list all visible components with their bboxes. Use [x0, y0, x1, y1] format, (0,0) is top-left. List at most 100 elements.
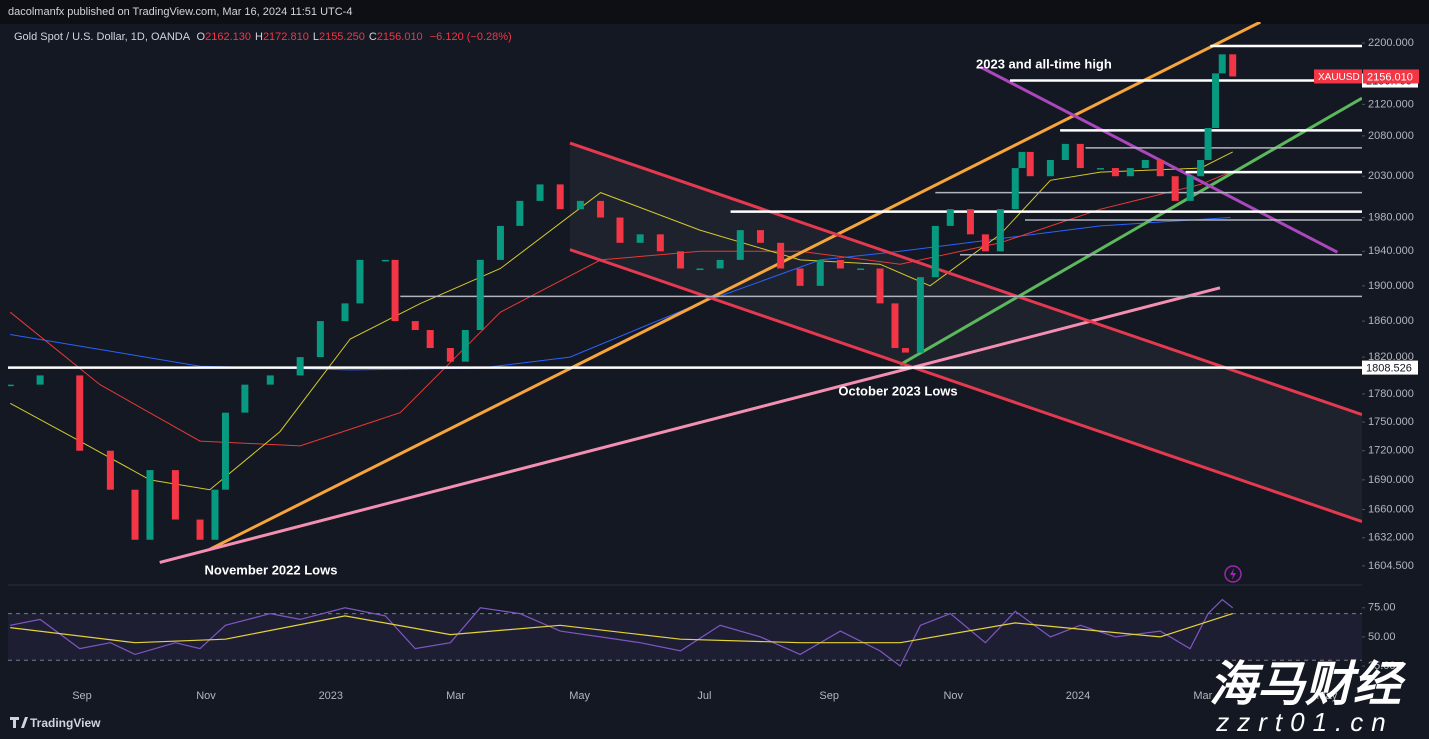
ohlc-label: H — [254, 31, 263, 43]
candle — [1186, 176, 1194, 201]
candle — [616, 217, 624, 243]
publisher: dacolmanfx published on TradingView.com,… — [8, 6, 353, 18]
candle — [356, 259, 364, 304]
candle — [857, 268, 865, 271]
watermark-title: 海马财经 — [1209, 659, 1407, 712]
candle — [891, 303, 899, 349]
ohlc-label: L — [312, 31, 319, 43]
change: −6.120 (−0.28%) — [429, 31, 512, 43]
candle — [131, 489, 139, 540]
candle — [446, 348, 454, 362]
candle — [391, 259, 399, 322]
level-label-box — [1362, 360, 1418, 375]
event-icon-bolt — [1230, 568, 1236, 580]
last-price-label: 2156.010 — [1367, 71, 1413, 83]
ohlc-value: 2156.010 — [376, 31, 423, 43]
x-tick-label: 2024 — [1066, 690, 1090, 702]
candle — [777, 242, 785, 269]
x-tick-label: Nov — [196, 690, 216, 702]
y-tick-label: 1632.000 — [1368, 532, 1414, 544]
candle — [796, 268, 804, 286]
candle — [221, 412, 229, 490]
annotation: October 2023 Lows — [838, 383, 957, 398]
x-tick-label: Sep — [819, 690, 839, 702]
candle — [266, 375, 274, 385]
candle — [996, 209, 1004, 252]
candle — [411, 321, 419, 331]
candle — [1076, 143, 1084, 169]
candle — [916, 277, 924, 353]
trendline — [899, 96, 1362, 366]
trendline — [209, 22, 1262, 551]
ohlc: O2162.130 H2172.810 L2155.250 C2156.010 — [193, 31, 423, 43]
candle — [171, 470, 179, 520]
candle — [1096, 168, 1104, 170]
annotation: 2023 and all-time high — [976, 56, 1112, 71]
ohlc-value: 2172.810 — [262, 31, 309, 43]
y-tick-label: 1690.000 — [1368, 474, 1414, 486]
ohlc-value: 2162.130 — [205, 31, 251, 43]
y-tick-label: 1604.500 — [1368, 560, 1414, 572]
trendline — [979, 65, 1339, 254]
y-tick-label: 1820.000 — [1368, 351, 1414, 363]
rsi-band — [8, 613, 1362, 661]
candle — [1229, 54, 1237, 77]
candle — [756, 230, 764, 243]
candle — [516, 200, 524, 226]
rsi-tick-label: 75.00 — [1368, 602, 1396, 614]
candle — [296, 357, 304, 376]
trendline — [159, 286, 1221, 564]
candle — [1197, 159, 1205, 177]
candle — [106, 450, 114, 490]
y-tick-label: 1940.000 — [1368, 245, 1414, 257]
candle — [146, 470, 154, 540]
candle — [1171, 176, 1179, 201]
symbol-label: XAUUSD — [1318, 72, 1360, 83]
x-tick-label: Sep — [72, 690, 92, 702]
candle — [1111, 168, 1119, 177]
candle — [636, 234, 644, 243]
y-tick-label: 2120.000 — [1368, 98, 1414, 110]
candle — [1141, 159, 1149, 169]
candle — [461, 330, 469, 362]
candle — [556, 184, 564, 210]
candle — [736, 230, 744, 260]
watermark-url: zzrt01.cn — [1215, 707, 1394, 737]
rsi-line — [10, 598, 1234, 667]
candle — [426, 330, 434, 349]
candle — [816, 259, 824, 286]
candle — [1218, 54, 1226, 74]
x-tick-label: 2023 — [319, 690, 343, 702]
y-tick-label: 2080.000 — [1368, 130, 1414, 142]
candle — [1018, 151, 1026, 169]
symbol-title: Gold Spot / U.S. Dollar, 1D, OANDA — [14, 31, 190, 43]
y-tick-label: 1750.000 — [1368, 416, 1414, 428]
rsi-tick-label: 50.00 — [1368, 631, 1396, 643]
candle — [1156, 159, 1164, 177]
candle — [876, 268, 884, 304]
candle — [211, 489, 219, 540]
candle — [1026, 151, 1034, 177]
candle — [836, 259, 844, 269]
y-tick-label: 1860.000 — [1368, 315, 1414, 327]
last-price-box — [1363, 69, 1419, 84]
ohlc-value: 2155.250 — [318, 31, 365, 43]
tv-logo — [10, 717, 28, 728]
event-icon[interactable] — [1224, 565, 1242, 583]
rsi-plot — [8, 598, 1362, 667]
x-tick-label: Jul — [697, 690, 711, 702]
y-tick-label: 2030.000 — [1368, 170, 1414, 182]
candle — [1126, 168, 1134, 177]
candle — [901, 348, 909, 353]
price-plot — [8, 22, 1362, 564]
candle — [696, 268, 704, 271]
x-tick-label: May — [1316, 690, 1337, 702]
annotation: November 2022 Lows — [205, 562, 338, 577]
y-tick-label: 1780.000 — [1368, 388, 1414, 400]
candle — [1204, 127, 1212, 160]
candle — [36, 375, 44, 385]
candle — [196, 519, 204, 540]
